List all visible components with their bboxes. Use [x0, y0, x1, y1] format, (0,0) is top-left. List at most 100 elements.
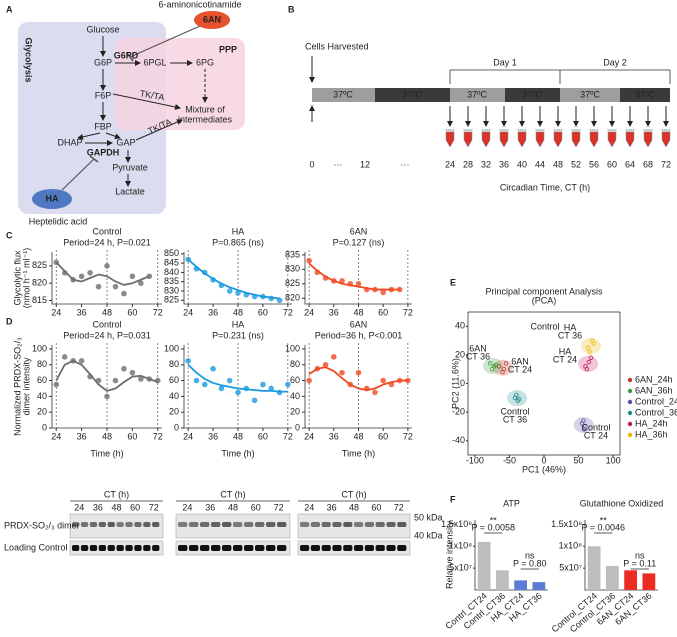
temp-label: 37ºC — [402, 89, 422, 99]
blot-band — [222, 545, 232, 551]
significance: ns — [635, 550, 645, 560]
x-tick-label: 72 — [283, 307, 293, 317]
temp-label: 37ºC — [522, 89, 542, 99]
sample-tube — [445, 131, 455, 148]
x-tick-label: 72 — [403, 307, 413, 317]
legend-label: Control_24h — [635, 396, 677, 406]
y-tick-label: 1.5x10⁸ — [551, 519, 582, 529]
chart-title: Control — [92, 226, 121, 236]
y-tick-label: 40 — [290, 391, 300, 401]
tube-cap — [625, 129, 635, 132]
temp-label: 37ºC — [467, 89, 487, 99]
pca-point — [587, 349, 592, 355]
legend-swatch — [627, 421, 633, 427]
sample-tube — [643, 131, 653, 148]
axis — [183, 252, 292, 305]
x-tick-label: 72 — [283, 431, 293, 441]
y-tick-label: -40 — [452, 435, 465, 445]
y-tick-label: 100 — [32, 343, 47, 353]
x-tick-label: 24 — [304, 431, 314, 441]
p-value: P = 0.0058 — [471, 522, 515, 532]
y-tick-label: 40 — [37, 391, 47, 401]
pca-point — [493, 362, 498, 368]
data-point — [285, 381, 291, 388]
blot-band — [300, 545, 310, 551]
tube-cap — [553, 129, 563, 132]
data-point — [104, 393, 110, 400]
pca-point — [489, 367, 495, 372]
sample-tube — [463, 131, 473, 148]
pathway-node: TK/TA — [139, 88, 165, 102]
bar — [477, 541, 491, 590]
blot-band — [321, 522, 331, 527]
time-label: 36 — [499, 159, 509, 169]
x-axis-label: PC1 (46%) — [522, 464, 566, 474]
blot-band — [98, 522, 106, 527]
data-point — [322, 361, 329, 368]
fit-line — [308, 262, 400, 291]
significance: ** — [600, 515, 608, 525]
panel-label: E — [450, 277, 456, 287]
x-tick-label: -50 — [503, 455, 516, 465]
pathway-node: Glycolysis — [24, 37, 34, 82]
pathway-node: FBP — [94, 121, 112, 131]
fit-line — [187, 364, 288, 393]
fit-line — [55, 359, 159, 392]
bar — [514, 580, 528, 590]
data-point — [78, 358, 85, 364]
blot-band — [125, 545, 133, 551]
blot-band — [354, 522, 364, 527]
blot-row-label: PRDX-SO₂/₃ dimer — [4, 520, 80, 530]
pca-point — [516, 397, 522, 402]
data-point — [306, 377, 312, 384]
legend-swatch — [627, 410, 633, 416]
data-point — [78, 273, 85, 280]
size-marker: 40 kDa — [414, 530, 443, 540]
temp-label: 37ºC — [333, 89, 353, 99]
y-axis-label: dimer intensity — [21, 357, 31, 416]
group-label: CT 36 — [503, 414, 527, 424]
pca-point — [500, 369, 505, 375]
pca-point — [514, 392, 519, 398]
bar — [642, 573, 656, 590]
chart-annotation: Period=24 h, P=0.031 — [63, 330, 151, 340]
group-label: CT 36 — [466, 351, 490, 361]
pca-point — [588, 355, 594, 360]
data-point — [112, 283, 119, 290]
blot-band — [89, 522, 98, 527]
y-tick-label: 60 — [169, 375, 179, 385]
legend-label: Control_36h — [635, 407, 677, 417]
lane-label: 48 — [349, 502, 359, 512]
x-tick-label: 60 — [258, 307, 268, 317]
blot-band — [397, 545, 407, 551]
data-point — [260, 381, 266, 388]
data-point — [218, 385, 225, 392]
chart-title: Control — [92, 319, 121, 329]
x-tick-label: 24 — [183, 431, 193, 441]
x-tick-label: 0 — [541, 455, 546, 465]
lane-label: 60 — [130, 502, 140, 512]
chart-title: 6AN — [350, 226, 368, 236]
chart-annotation: P=0.865 (ns) — [212, 237, 264, 247]
p-value: P = 0.80 — [513, 558, 547, 568]
y-axis-label: Glycolytic flux — [12, 250, 22, 306]
temp-label: 37ºC — [580, 89, 600, 99]
data-point — [87, 270, 93, 276]
data-point — [210, 365, 216, 372]
size-marker: 50 kDa — [414, 512, 443, 522]
timeline — [309, 56, 671, 122]
pca-point — [583, 424, 588, 429]
data-point — [235, 389, 241, 396]
group-label: CT 24 — [584, 430, 608, 440]
temp-label: 37ºC — [635, 89, 655, 99]
legend-swatch — [627, 388, 633, 394]
data-point — [193, 377, 200, 384]
x-axis-label: Time (h) — [342, 448, 375, 458]
blot-band — [310, 522, 320, 527]
y-tick-label: 80 — [290, 359, 300, 369]
x-tick-label: 60 — [127, 307, 137, 317]
blot-band — [332, 545, 342, 551]
blot-row-label: Loading Control — [4, 542, 68, 552]
y-tick-label: 1.5x10⁸ — [441, 519, 472, 529]
x-axis-label: Time (h) — [90, 448, 123, 458]
